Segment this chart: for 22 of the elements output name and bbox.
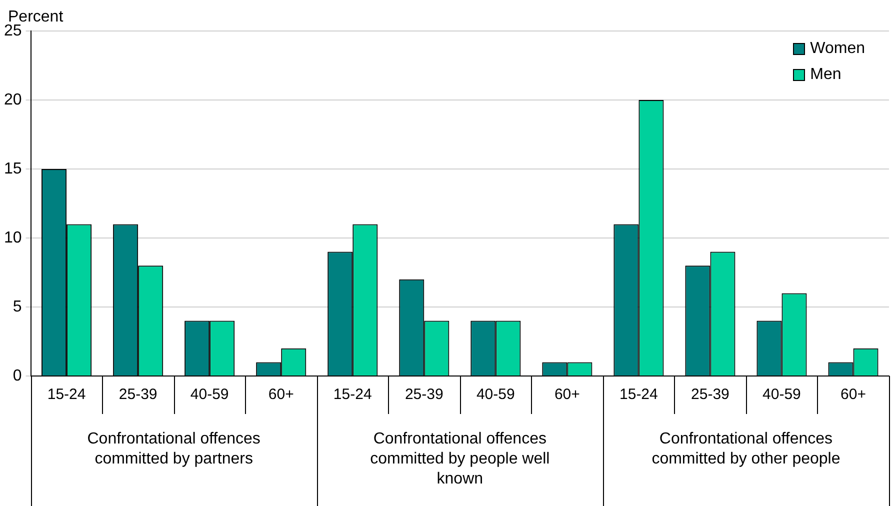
y-tick-label: 5 bbox=[12, 298, 22, 316]
x-tick-label: 25-39 bbox=[404, 386, 444, 404]
x-tick-label: 40-59 bbox=[190, 386, 229, 404]
y-tick-label: 20 bbox=[4, 91, 22, 108]
x-tick-label: 60+ bbox=[840, 386, 866, 404]
x-tick-label: 25-39 bbox=[118, 386, 158, 404]
y-tick-label: 15 bbox=[4, 160, 22, 178]
y-tick-label: 0 bbox=[12, 367, 22, 384]
x-tick-label: 60+ bbox=[268, 386, 294, 404]
text: Confrontational offences committed by people well known bbox=[370, 430, 550, 488]
x-tick-label: 60+ bbox=[554, 386, 580, 404]
y-tick-label: 10 bbox=[4, 229, 22, 246]
text: Confrontational offences committed by other people bbox=[652, 430, 840, 468]
x-tick-label: 40-59 bbox=[762, 386, 801, 404]
x-tick-label: 15-24 bbox=[333, 386, 372, 404]
legend-label: Women bbox=[810, 40, 865, 58]
legend-label: Men bbox=[810, 66, 842, 84]
x-tick-label: 15-24 bbox=[47, 386, 86, 404]
x-tick-label: 15-24 bbox=[620, 386, 658, 404]
x-tick-label: 25-39 bbox=[691, 386, 730, 404]
text: Confrontational offences committed by partners bbox=[87, 430, 260, 468]
x-tick-label: 40-59 bbox=[476, 386, 515, 404]
